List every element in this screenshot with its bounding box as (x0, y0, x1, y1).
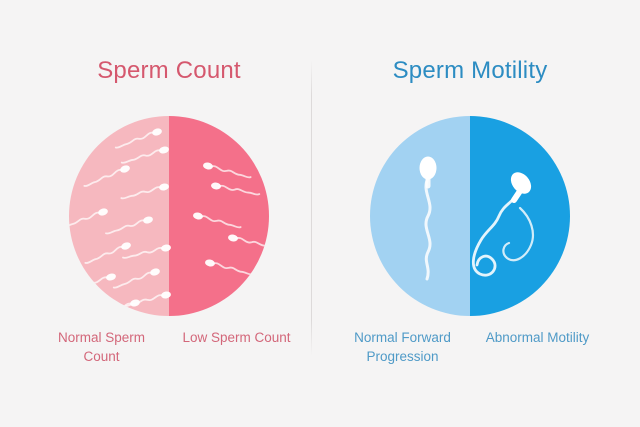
sperm-motility-circle (370, 116, 570, 316)
abnormal-motility-half (470, 116, 570, 316)
sperm-motility-title: Sperm Motility (392, 57, 548, 84)
sperm-count-title: Sperm Count (97, 57, 241, 84)
label-abnormal-motility: Abnormal Motility (485, 330, 590, 345)
panel-sperm-count: Sperm Count (39, 57, 299, 367)
label-normal-forward-progression: Normal Forward Progression (354, 330, 451, 364)
abnormal-sperm-icon (471, 172, 535, 277)
label-low-sperm-count: Low Sperm Count (182, 330, 291, 345)
label-normal-sperm-count: Normal Sperm Count (57, 330, 146, 364)
motility-labels: Normal Forward Progression Abnormal Moti… (340, 329, 600, 367)
count-labels: Normal Sperm Count Low Sperm Count (39, 329, 299, 367)
normal-sperm-icon (419, 156, 437, 281)
sperm-count-circle (69, 116, 269, 316)
low-count-half (169, 116, 269, 316)
panel-sperm-motility: Sperm Motility (320, 0, 640, 427)
sperm-motility-diagram (370, 116, 570, 316)
normal-motility-half (370, 116, 470, 316)
center-divider (311, 60, 312, 356)
sperm-count-diagram (69, 116, 269, 316)
